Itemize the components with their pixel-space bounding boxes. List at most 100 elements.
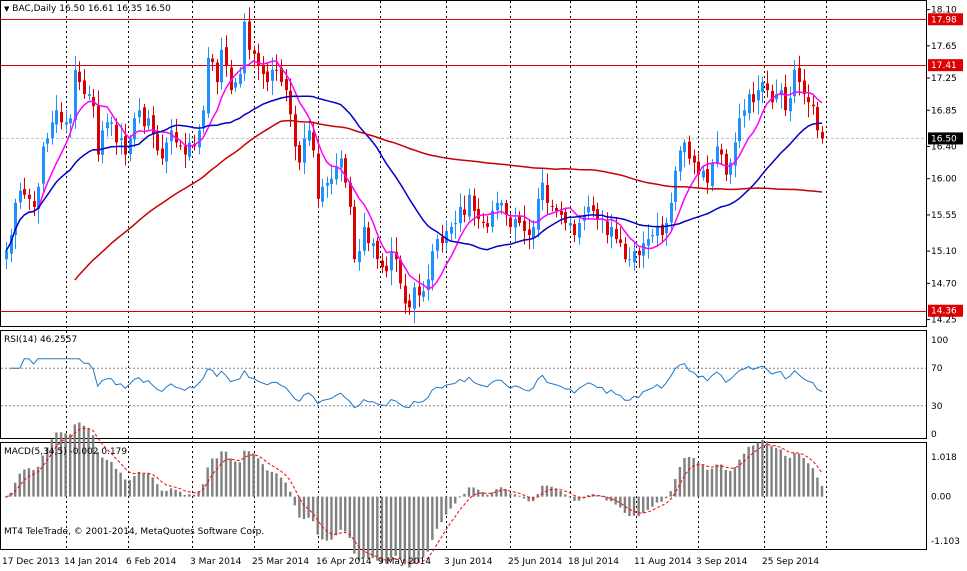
macd-bar [174,489,177,497]
symbol-line: BAC,Daily 16.50 16.61 16.35 16.50 [12,4,171,14]
macd-bar [467,487,471,497]
copyright-credit: MT4 TeleTrade, © 2001-2014, MetaQuotes S… [4,527,265,537]
candle-body [606,221,609,236]
candle-body [285,79,288,91]
macd-bar [123,479,127,497]
macd-pane-frame [0,442,927,550]
candle-body [280,67,283,83]
candle-body [803,80,806,95]
candle-body [665,222,668,234]
candle-body [693,155,696,163]
candle-body [349,182,352,207]
price-tick-label: 14.25 [931,316,957,326]
macd-bar [156,484,159,497]
macd-bar [697,462,700,497]
macd-bar [793,453,796,497]
candle-body [5,251,8,260]
macd-bar [504,489,507,497]
price-tick-label: 18.10 [931,6,957,16]
candle-body [743,110,746,116]
candle-body [418,286,421,296]
macd-bar [224,451,228,497]
macd-bar [32,469,35,497]
x-tick-label: 9 May 2014 [378,557,431,567]
macd-bar [18,473,21,497]
candle-body [161,148,164,159]
candle-body [427,279,430,291]
candle-body [720,149,723,155]
candle-body [615,228,618,240]
macd-bar [41,455,44,497]
ma-mid-line [5,95,823,252]
price-tick-label: 17.25 [931,74,957,84]
macd-bar [816,477,819,497]
macd-bar [316,496,319,535]
candle-body [239,74,242,85]
candle-body [651,235,654,237]
macd-bar [463,493,466,497]
macd-bar [609,496,613,502]
candle-body [775,94,778,100]
macd-bar [655,496,659,503]
candle-body [211,58,214,62]
collapse-triangle-icon[interactable]: ▼ [4,5,10,13]
candle-body [115,124,118,143]
candle-body [243,21,246,74]
rsi-tick-label: 30 [931,402,943,412]
x-tick-label: 16 Apr 2014 [316,557,372,567]
candle-body [528,229,531,236]
macd-bar [701,464,705,497]
macd-bar [444,496,448,515]
candle-body [505,203,508,215]
candle-body [179,145,182,147]
macd-bar [756,442,760,497]
candle-body [101,130,104,155]
macd-bar [637,496,640,517]
candle-body [642,243,645,256]
current-price-tag: 16.50 [931,134,957,144]
candle-body [390,251,393,271]
macd-bar [334,496,338,536]
macd-bar [724,469,727,497]
candle-body [450,226,453,234]
macd-bar [435,496,439,529]
candle-body [734,142,737,166]
macd-bar [747,446,750,497]
x-tick-label: 17 Dec 2013 [2,557,60,567]
candle-body [294,114,297,147]
candle-body [65,122,68,125]
candle-body [395,251,398,260]
candle-body [376,240,379,260]
candle-body [638,250,641,256]
macd-bar [385,496,388,564]
candle-body [266,71,269,83]
rsi-tick-label: 100 [931,336,948,346]
macd-bar [646,496,649,510]
candle-body [275,69,278,71]
candle-body [496,202,499,211]
candle-body [624,243,627,260]
candle-body [133,118,136,140]
candle-body [55,110,58,125]
candle-body [812,104,815,107]
macd-signal-line [5,427,823,564]
candle-body [463,209,466,215]
candle-body [124,136,127,155]
macd-bar [564,494,567,497]
candle-body [156,133,159,151]
macd-bar [692,458,695,497]
macd-bar [541,485,544,497]
candle-body [551,205,554,207]
candle-body [367,227,370,244]
candle-body [110,122,113,124]
candle-body [436,239,439,251]
candle-body [69,118,72,124]
macd-bar [573,496,576,501]
macd-bar [742,453,746,497]
macd-bar [50,439,54,497]
rsi-tick-label: 0 [931,430,937,440]
macd-bar [733,467,737,497]
macd-bar [554,488,558,497]
